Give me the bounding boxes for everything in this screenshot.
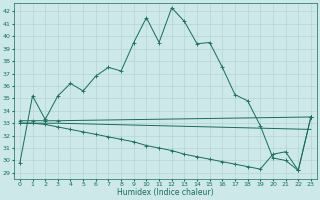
X-axis label: Humidex (Indice chaleur): Humidex (Indice chaleur) [117, 188, 214, 197]
